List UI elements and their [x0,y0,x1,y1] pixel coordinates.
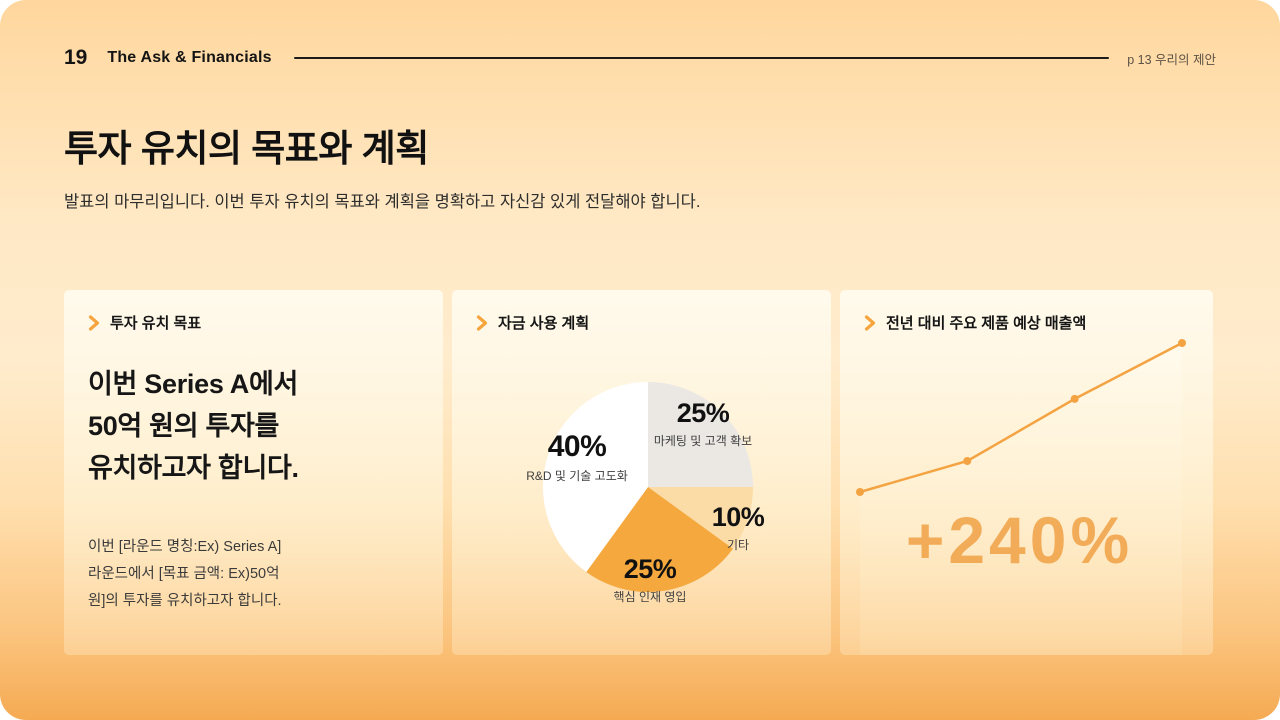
revenue-line-svg [856,339,1186,655]
pie-slice-name: 기타 [726,538,750,552]
card-fund-usage-header: 자금 사용 계획 [476,312,589,333]
pie-label-marketing: 25% 마케팅 및 고객 확보 [654,398,752,449]
pie-label-etc: 10% 기타 [712,502,765,553]
chevron-right-icon [476,314,488,331]
fund-usage-chart-area: 40% R&D 및 기술 고도화 25% 마케팅 및 고객 확보 10% 기타 … [452,290,831,655]
card-goal-title: 투자 유치 목표 [110,315,202,332]
header-right-label: p 13 우리의 제안 [1127,52,1216,67]
pie-pct: 25% [623,554,677,584]
goal-statement-line: 50억 원의 투자를 [88,410,280,441]
pie-pct: 10% [711,502,765,532]
page-number: 19 [64,46,88,69]
header-divider-line [293,57,1110,59]
pie-pct: 40% [547,430,607,463]
cards-row: 투자 유치 목표 이번 Series A에서 50억 원의 투자를 유치하고자 … [64,290,1213,655]
card-goal-header: 투자 유치 목표 [88,312,201,333]
goal-description-line: 이번 [라운드 명칭:Ex) Series A] [88,539,282,555]
card-fund-usage-title: 자금 사용 계획 [498,315,590,332]
card-revenue-header: 전년 대비 주요 제품 예상 매출액 [864,312,1086,333]
goal-statement: 이번 Series A에서 50억 원의 투자를 유치하고자 합니다. [88,364,299,490]
card-revenue-forecast: 전년 대비 주요 제품 예상 매출액 +240% [840,290,1213,655]
chevron-right-icon [88,314,100,331]
pie-slice-name: 핵심 인재 영입 [613,590,687,604]
pie-slice-name: 마케팅 및 고객 확보 [653,434,753,448]
fund-usage-pie [543,382,753,592]
goal-statement-line: 유치하고자 합니다. [88,452,299,483]
page-subtitle: 발표의 마무리입니다. 이번 투자 유치의 목표와 계획을 명확하고 자신감 있… [64,193,701,211]
pie-pct: 25% [676,398,730,428]
chevron-right-icon [864,314,876,331]
pie-label-hiring: 25% 핵심 인재 영입 [614,554,687,605]
goal-description-line: 라운드에서 [목표 금액: Ex)50억 [88,565,280,582]
card-fund-usage: 자금 사용 계획 40% R&D 및 기술 고도화 25% 마케팅 및 고객 확… [452,290,831,655]
pie-slice-name: R&D 및 기술 고도화 [526,469,628,483]
goal-description-line: 원]의 투자를 유치하고자 합니다. [88,592,282,609]
page-title: 투자 유치의 목표와 계획 [64,128,429,169]
growth-percentage: +240% [905,503,1134,577]
header: 19 The Ask & Financials p 13 우리의 제안 [64,46,1216,70]
goal-statement-line: 이번 Series A에서 [88,369,299,399]
goal-description: 이번 [라운드 명칭:Ex) Series A] 라운드에서 [목표 금액: E… [88,534,282,614]
pie-label-rnd: 40% R&D 및 기술 고도화 [526,430,628,484]
card-revenue-title: 전년 대비 주요 제품 예상 매출액 [886,315,1087,332]
card-investment-goal: 투자 유치 목표 이번 Series A에서 50억 원의 투자를 유치하고자 … [64,290,443,655]
section-title: The Ask & Financials [107,49,272,66]
